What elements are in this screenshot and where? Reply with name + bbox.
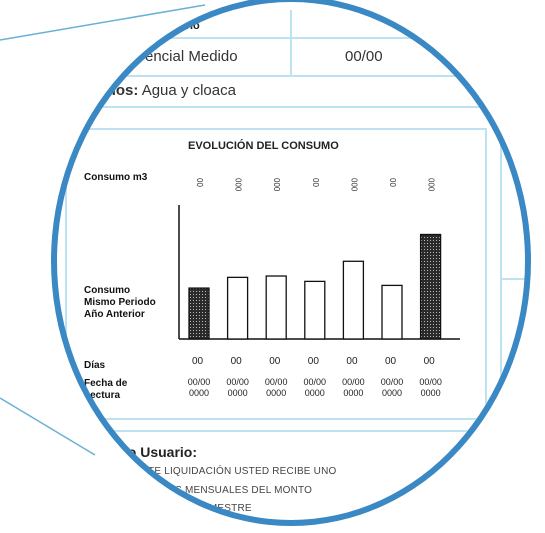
leader-line-bottom — [0, 397, 96, 456]
leader-line-top — [0, 4, 206, 41]
magnifier-ring — [51, 0, 531, 526]
